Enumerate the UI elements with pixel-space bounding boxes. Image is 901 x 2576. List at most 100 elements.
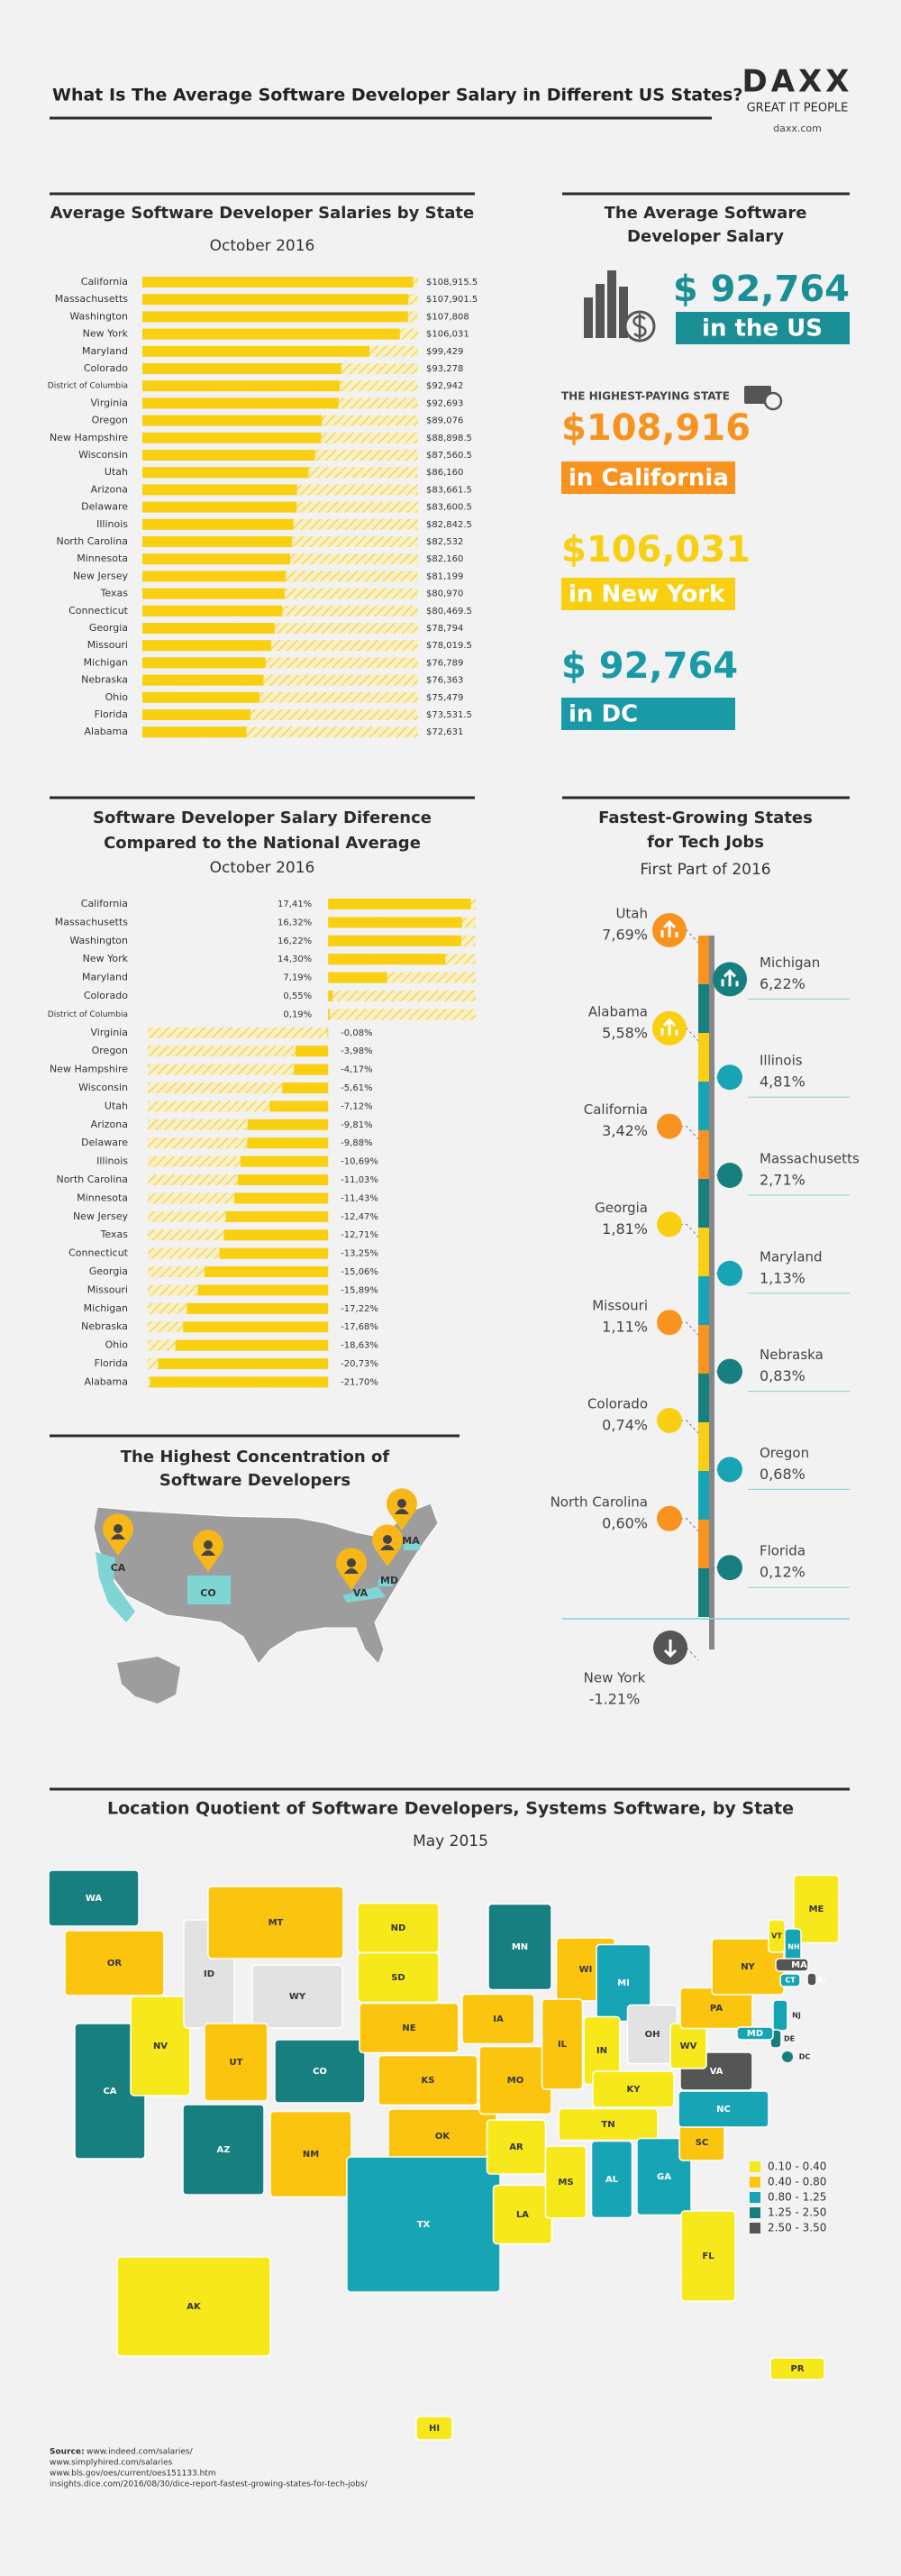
- bar: [225, 1210, 329, 1222]
- growth-marker: [657, 1310, 682, 1336]
- state-label: MA: [791, 1960, 807, 1970]
- timeline-segment: [698, 1082, 709, 1130]
- state-shape: [415, 2416, 453, 2441]
- bar-track: [148, 1027, 329, 1038]
- category-label: Nebraska: [81, 1320, 128, 1332]
- state-shape: [116, 2256, 271, 2357]
- category-label: Florida: [95, 1357, 128, 1369]
- state-name: Oregon: [760, 1445, 809, 1461]
- state-label: GA: [657, 2172, 671, 2182]
- legend-label: 0.40 - 0.80: [768, 2176, 826, 2188]
- category-label: Georgia: [89, 1265, 128, 1277]
- state-label: AK: [187, 2302, 202, 2312]
- value-label: -20,73%: [341, 1359, 378, 1369]
- bar: [269, 1101, 329, 1112]
- pin-head: [114, 1524, 123, 1533]
- category-label: Oregon: [92, 415, 128, 426]
- bar: [142, 415, 323, 426]
- category-label: Washington: [69, 935, 128, 946]
- category-label: Alabama: [84, 1375, 128, 1387]
- growth-value: 7,69%: [602, 927, 648, 944]
- value-label: -12,47%: [341, 1212, 378, 1222]
- value-label: $82,532: [426, 537, 463, 547]
- legend-label: 0.80 - 1.25: [768, 2191, 826, 2204]
- concentration-title: The Highest Concentration of: [121, 1448, 390, 1466]
- value-label: $81,199: [426, 571, 463, 581]
- lq-title: Location Quotient of Software Developers…: [107, 1799, 794, 1819]
- pins: CA CO VA MD MA: [102, 1488, 420, 1599]
- bar-track: [328, 1009, 476, 1020]
- value-label: 16,32%: [278, 918, 312, 927]
- category-label: New Jersey: [73, 1210, 129, 1222]
- bar: [237, 1174, 329, 1185]
- category-label: Michigan: [84, 1302, 128, 1314]
- state-shape: [48, 1869, 140, 1927]
- state-shape: [461, 1993, 535, 2045]
- highlight-state: [342, 1586, 386, 1603]
- state-shape: [680, 2210, 736, 2302]
- pin-body: [111, 1534, 125, 1539]
- chart-title: Average Software Developer Salaries by S…: [50, 204, 474, 223]
- summary-label: in California: [569, 465, 729, 492]
- bar: [142, 709, 251, 720]
- arrow-icon: [660, 919, 678, 937]
- highlight-state: [378, 1579, 393, 1586]
- category-label: Wisconsin: [78, 449, 128, 461]
- bar: [234, 1192, 329, 1204]
- bar: [247, 1119, 329, 1130]
- value-label: -21,70%: [341, 1377, 378, 1387]
- bar: [142, 571, 287, 582]
- timeline-segment: [698, 1130, 709, 1179]
- category-label: Connecticut: [68, 1247, 129, 1259]
- pin-label: VA: [353, 1587, 369, 1599]
- state-label: KY: [627, 2085, 642, 2095]
- growth-title: for Tech Jobs: [647, 833, 764, 852]
- category-label: Texas: [100, 588, 129, 599]
- concentration-title: Software Developers: [159, 1471, 350, 1490]
- state-name: Massachusetts: [760, 1151, 860, 1167]
- lq-map: WA OR CA NV ID MT WY UT AZ CO NM ND SD NE KS OK TX MN IA MO…: [48, 1869, 840, 2441]
- value-label: -4,17%: [341, 1065, 372, 1075]
- state-shape: [558, 2107, 659, 2142]
- bar-track: [328, 991, 476, 1001]
- category-label: Minnesota: [77, 1192, 128, 1203]
- state-label: NC: [716, 2105, 731, 2115]
- timeline-segment: [698, 936, 709, 984]
- state-label: TX: [417, 2220, 431, 2230]
- state-label: CA: [103, 2087, 116, 2096]
- growth-value: 1,11%: [602, 1319, 648, 1336]
- state-label: RI: [817, 1977, 825, 1985]
- value-label: 14,30%: [278, 955, 312, 964]
- category-label: Wisconsin: [78, 1082, 128, 1093]
- category-label: Ohio: [105, 1339, 129, 1351]
- state-name: Georgia: [595, 1200, 648, 1216]
- state-label: SD: [391, 1973, 405, 1983]
- bar: [142, 518, 294, 530]
- bar: [142, 294, 409, 306]
- summary-label: in New York: [569, 581, 725, 608]
- state-label: WA: [86, 1894, 103, 1904]
- category-label: Washington: [69, 310, 128, 322]
- bar: [294, 1064, 329, 1075]
- legend-swatch: [750, 2207, 760, 2218]
- growth-marker: [657, 1211, 682, 1238]
- timeline-segment: [698, 1471, 709, 1520]
- category-label: Delaware: [81, 501, 128, 513]
- pin-label: MA: [402, 1535, 420, 1547]
- value-label: $80,469.5: [426, 607, 472, 617]
- legend-label: 2.50 - 3.50: [768, 2222, 826, 2234]
- bar: [158, 1358, 329, 1369]
- state-shape: [182, 2104, 265, 2196]
- category-label: California: [81, 898, 128, 909]
- bar: [142, 467, 309, 479]
- bar: [142, 674, 264, 686]
- state-label: NH: [787, 1943, 799, 1951]
- bar: [142, 640, 271, 652]
- state-label: PA: [710, 2004, 723, 2014]
- legend-label: 0.10 - 0.40: [768, 2160, 826, 2173]
- alaska-outline: [117, 1657, 180, 1704]
- category-label: New York: [83, 328, 129, 340]
- state-label: MD: [747, 2029, 763, 2039]
- us-amount: $ 92,764: [673, 269, 850, 310]
- value-label: $82,842.5: [426, 520, 472, 530]
